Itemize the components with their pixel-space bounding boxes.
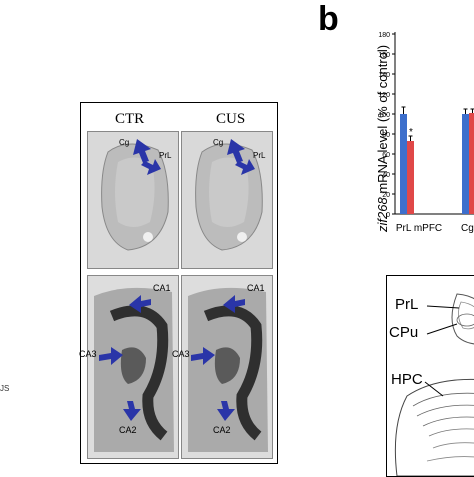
arrow-prl-ctr-icon [141, 159, 161, 175]
y-axis-title-rest: mRNA level (% of control) [375, 45, 390, 197]
y-tick-label: 180 [378, 32, 390, 39]
arrow-ca2-ctr-icon [123, 401, 141, 421]
arrow-ca1-ctr-icon [129, 295, 151, 313]
y-tick-label: 80 [382, 132, 390, 139]
label-ca1-cus: CA1 [247, 283, 265, 293]
atlas-label-cpu: CPu [389, 324, 419, 341]
arrow-ca3-cus-icon [191, 347, 215, 365]
arrow-cg-cus-icon [227, 139, 245, 163]
y-tick-label: 60 [382, 152, 390, 159]
arrow-overlay [99, 139, 255, 421]
column-header-cus: CUS [216, 111, 246, 127]
atlas-label-prl: PrL [395, 296, 419, 313]
arrow-ca1-cus-icon [223, 295, 245, 313]
y-tick-label: 120 [378, 92, 390, 99]
label-ca2-ctr: CA2 [119, 425, 137, 435]
arrow-ca2-cus-icon [217, 401, 235, 421]
y-tick-label: 100 [378, 112, 390, 119]
label-ca3-cus: CA3 [172, 349, 190, 359]
cut-off-text: JS [0, 384, 10, 393]
category-label: PrL mPFC [396, 223, 442, 234]
y-tick-label: 0 [386, 212, 390, 219]
atlas-diagram: PrL CPu HPC [386, 275, 474, 477]
brain-image-ctr-hippocampus [94, 287, 174, 452]
y-tick-label: 140 [378, 72, 390, 79]
panel-letter-b: b [318, 0, 339, 38]
label-ca1-ctr: CA1 [153, 283, 171, 293]
label-cg-cus: Cg [213, 138, 224, 147]
y-axis-title-gene: zif268 [375, 197, 390, 233]
column-header-ctr: CTR [115, 111, 145, 127]
label-cg-ctr: Cg [119, 138, 130, 147]
bar [469, 113, 474, 214]
arrow-prl-cus-icon [235, 159, 255, 175]
atlas-label-hpc: HPC [391, 371, 423, 388]
label-prl-cus: PrL [253, 151, 266, 160]
y-axis-title: zif268 mRNA level (% of control) [375, 45, 390, 233]
bar [407, 141, 414, 214]
bar [462, 114, 469, 214]
brain-image-cus-hippocampus [188, 287, 268, 452]
y-tick-label: 20 [382, 192, 390, 199]
label-prl-ctr: PrL [159, 151, 172, 160]
bar [400, 114, 407, 214]
y-tick-label: 160 [378, 52, 390, 59]
brain-section-ctr-hippocampus [87, 275, 179, 459]
label-ca3-ctr: CA3 [79, 349, 97, 359]
category-label: Cg [461, 223, 474, 234]
label-ca2-cus: CA2 [213, 425, 231, 435]
atlas-sections-outline [394, 293, 474, 476]
y-tick-label: 40 [382, 172, 390, 179]
autoradiograph-figure: CTR CUS [79, 102, 278, 464]
arrow-ca3-ctr-icon [99, 347, 123, 365]
significance-star: * [409, 127, 413, 138]
arrow-cg-ctr-icon [133, 139, 151, 163]
